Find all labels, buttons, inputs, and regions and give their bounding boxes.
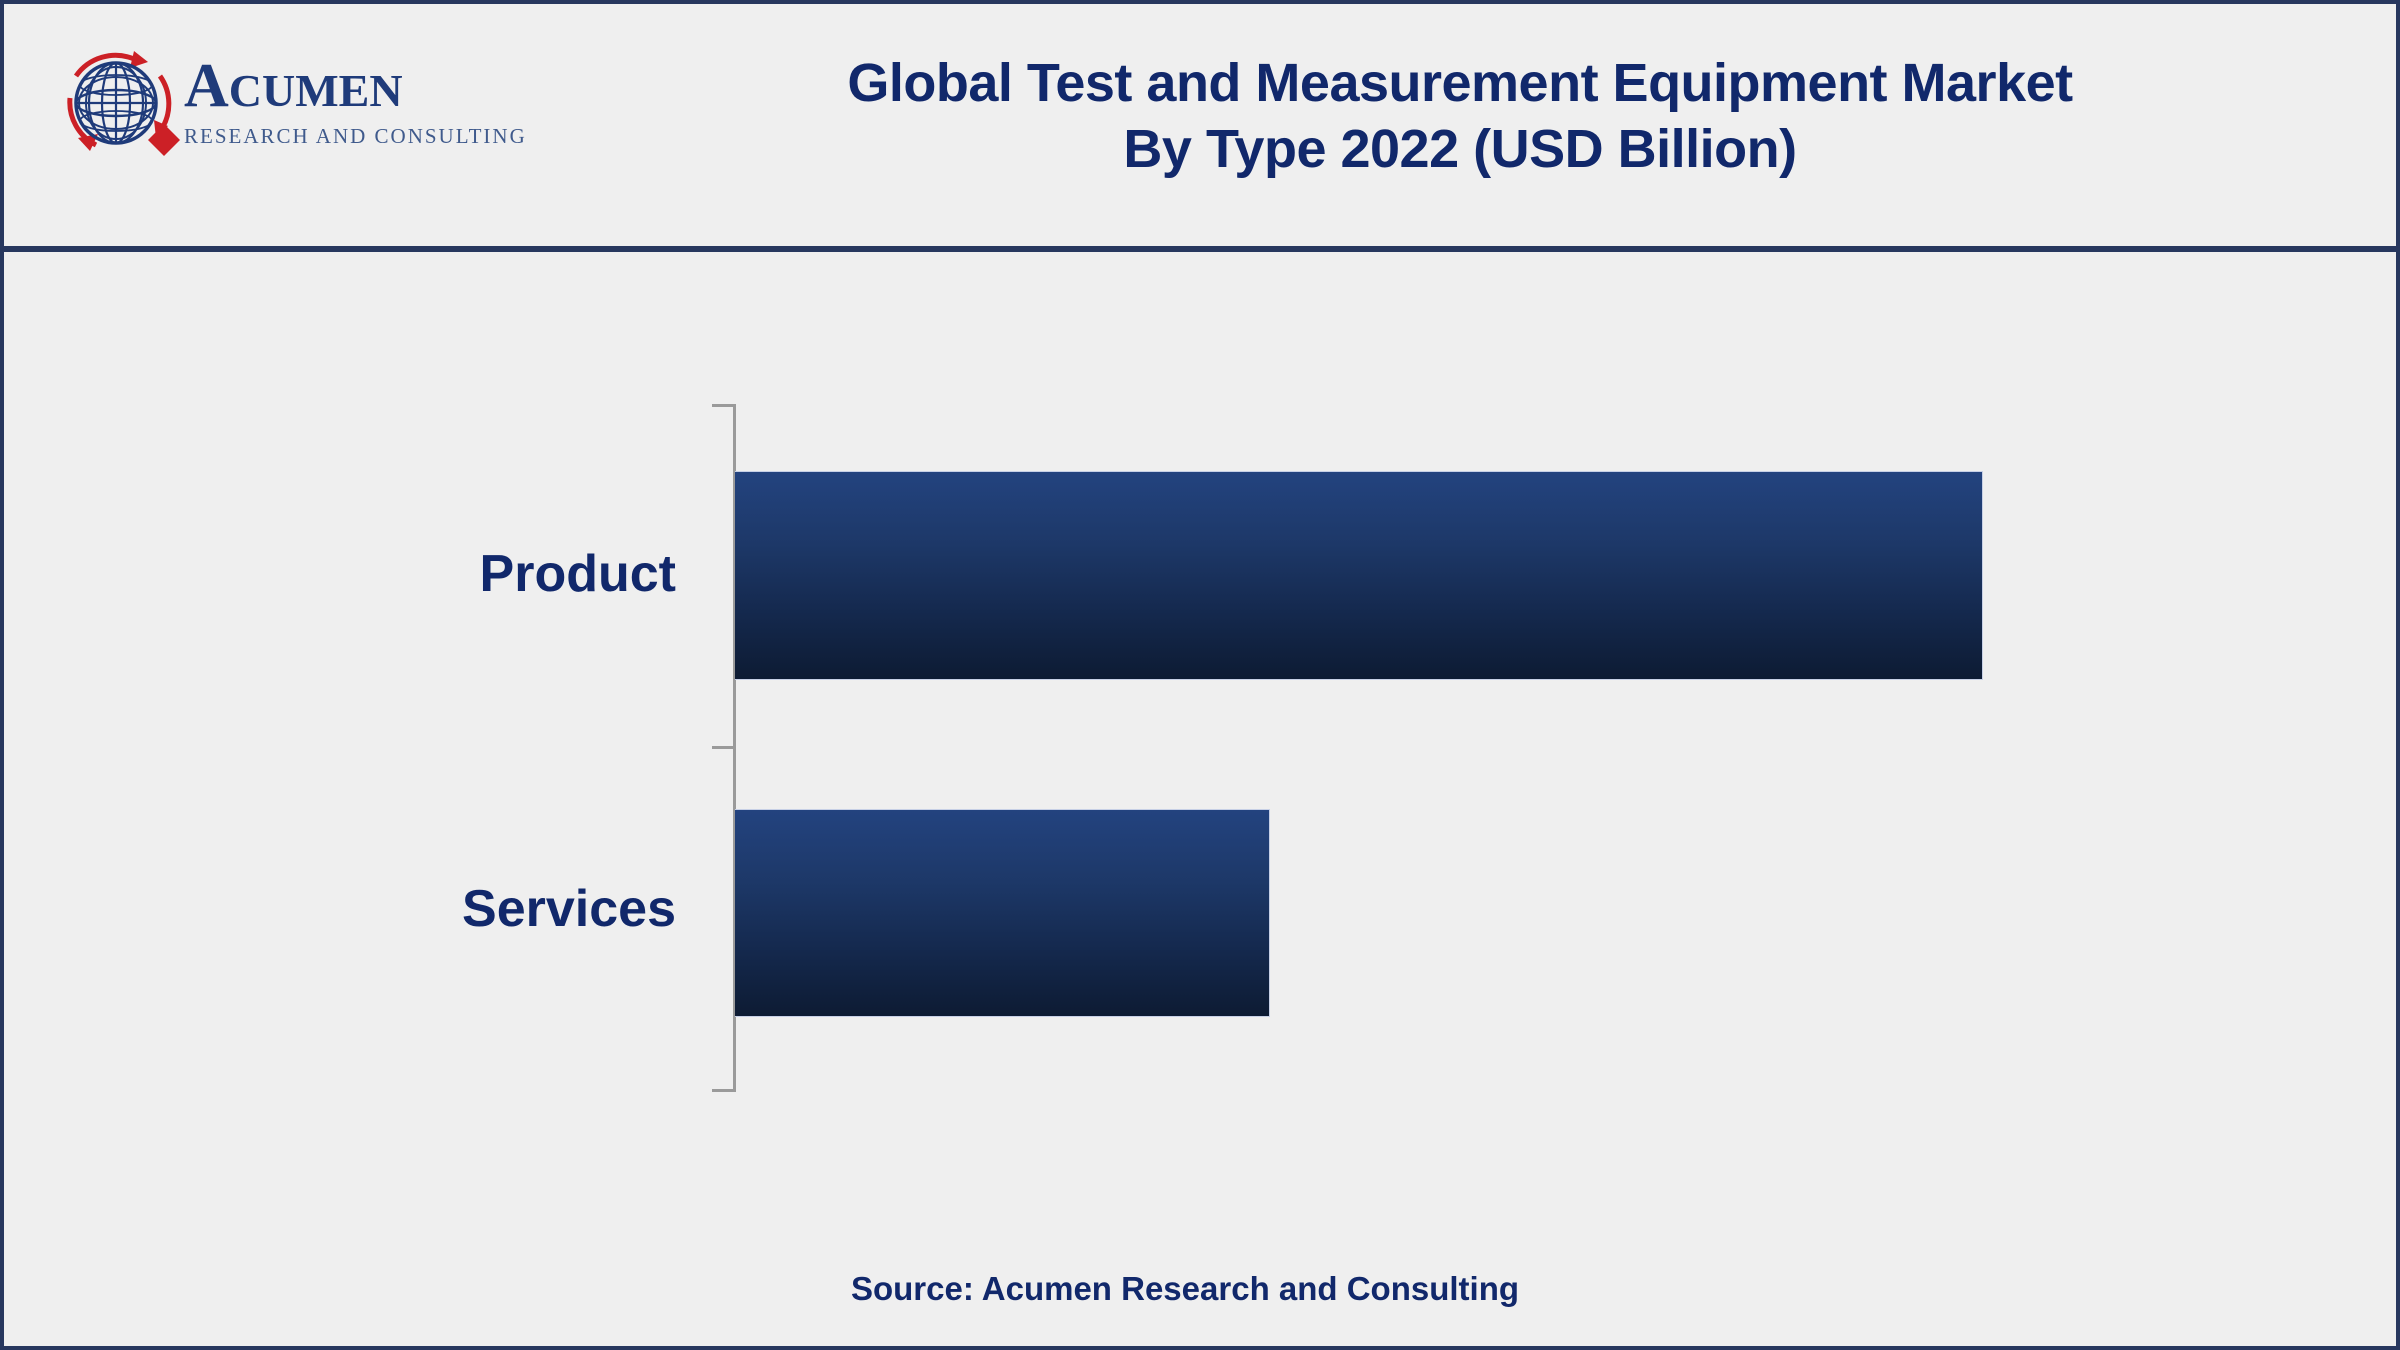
- acumen-logo: ACUMEN RESEARCH AND CONSULTING: [56, 46, 527, 166]
- logo-brand-initial: A: [184, 52, 229, 120]
- source-attribution: Source: Acumen Research and Consulting: [4, 1270, 2396, 1308]
- bar-product: [735, 471, 1983, 680]
- logo-brand-rest: CUMEN: [228, 65, 403, 116]
- chart-title-line-2: By Type 2022 (USD Billion): [1123, 119, 1797, 179]
- axis-tick-middle: [712, 746, 735, 749]
- axis-tick-bottom: [712, 1089, 735, 1092]
- bar-services: [735, 809, 1270, 1017]
- category-label-services: Services: [462, 880, 676, 938]
- logo-brand-name: ACUMEN: [184, 54, 514, 123]
- chart-title-line-1: Global Test and Measurement Equipment Ma…: [847, 53, 2073, 113]
- chart-title: Global Test and Measurement Equipment Ma…: [564, 50, 2356, 182]
- logo-wordmark: ACUMEN RESEARCH AND CONSULTING: [184, 54, 527, 148]
- globe-orbit-icon: [56, 46, 186, 164]
- logo-tagline: RESEARCH AND CONSULTING: [184, 124, 527, 148]
- source-text: Source: Acumen Research and Consulting: [850, 1270, 1520, 1307]
- axis-tick-top: [712, 404, 735, 407]
- bar-chart: Product Services Source: Acumen Research…: [4, 252, 2396, 1346]
- category-label-product: Product: [479, 545, 676, 603]
- header-bar: ACUMEN RESEARCH AND CONSULTING Global Te…: [4, 4, 2396, 252]
